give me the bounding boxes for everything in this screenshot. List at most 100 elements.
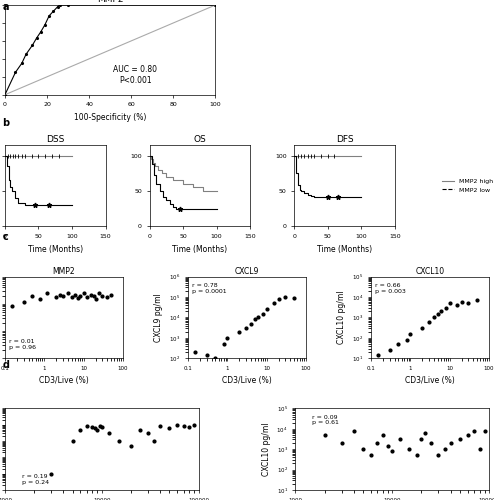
Title: DFS: DFS	[335, 135, 353, 144]
Point	[421, 430, 429, 438]
Point	[223, 334, 231, 342]
Point	[384, 442, 392, 450]
Text: r = 0.78
p = 0.0001: r = 0.78 p = 0.0001	[193, 283, 227, 294]
Point	[407, 330, 414, 338]
Point	[56, 290, 64, 298]
Point	[136, 426, 144, 434]
Y-axis label: CXCL10 pg/ml: CXCL10 pg/ml	[262, 422, 271, 476]
Point	[263, 306, 271, 314]
Point	[470, 427, 478, 435]
X-axis label: Time (Months): Time (Months)	[172, 244, 227, 254]
Point	[80, 289, 87, 297]
Text: r = 0.66
p = 0.003: r = 0.66 p = 0.003	[375, 283, 407, 294]
Point	[91, 424, 99, 432]
Point	[481, 427, 489, 435]
Point	[83, 293, 91, 301]
Point	[476, 445, 484, 453]
Title: OS: OS	[194, 135, 206, 144]
Title: MMP2: MMP2	[53, 267, 75, 276]
Point	[437, 308, 445, 316]
Point	[191, 348, 199, 356]
Point	[165, 424, 173, 432]
Point	[435, 452, 443, 460]
Point	[430, 314, 438, 322]
Point	[290, 294, 298, 302]
Point	[418, 324, 426, 332]
Point	[251, 316, 259, 324]
X-axis label: 100-Specificity (%): 100-Specificity (%)	[74, 113, 146, 122]
Point	[350, 427, 358, 435]
Point	[91, 295, 99, 303]
Point	[69, 437, 77, 445]
Point	[93, 426, 101, 434]
Point	[379, 431, 387, 439]
X-axis label: CD3/Live (%): CD3/Live (%)	[39, 376, 89, 386]
Point	[259, 310, 267, 318]
Point	[338, 439, 346, 447]
X-axis label: CD3/Live (%): CD3/Live (%)	[405, 376, 455, 386]
Point	[464, 299, 472, 307]
Point	[282, 293, 289, 301]
Text: AUC = 0.80
P<0.001: AUC = 0.80 P<0.001	[114, 66, 158, 84]
Point	[321, 431, 329, 439]
Point	[388, 447, 396, 455]
Point	[211, 354, 219, 362]
Point	[473, 296, 481, 304]
Title: CXCL10: CXCL10	[415, 267, 445, 276]
Point	[247, 320, 255, 328]
Point	[180, 422, 188, 430]
Text: c: c	[2, 232, 8, 242]
Point	[275, 295, 283, 303]
Point	[434, 310, 442, 318]
Point	[71, 290, 79, 298]
Point	[413, 452, 421, 460]
Point	[446, 299, 453, 307]
Point	[447, 439, 454, 447]
Point	[106, 430, 114, 438]
Text: r = 0.09
p = 0.61: r = 0.09 p = 0.61	[313, 414, 339, 426]
Legend: MMP2 high, MMP2 low: MMP2 high, MMP2 low	[442, 179, 494, 192]
Point	[457, 298, 465, 306]
Point	[43, 289, 51, 297]
Point	[395, 340, 403, 348]
Title: MMP2: MMP2	[97, 0, 124, 4]
Point	[86, 290, 94, 298]
Point	[96, 422, 104, 430]
Point	[464, 431, 472, 439]
Point	[453, 301, 460, 309]
Title: CXCL9: CXCL9	[235, 267, 259, 276]
Title: DSS: DSS	[46, 135, 64, 144]
Text: r = 0.01
p = 0.96: r = 0.01 p = 0.96	[9, 340, 37, 350]
Point	[235, 328, 243, 336]
Point	[77, 426, 84, 434]
Point	[98, 424, 106, 432]
Point	[68, 293, 76, 301]
Point	[29, 292, 37, 300]
Point	[64, 289, 72, 297]
Point	[83, 422, 91, 430]
Text: r = 0.19
p = 0.24: r = 0.19 p = 0.24	[22, 474, 49, 485]
Point	[373, 439, 381, 447]
Point	[219, 340, 227, 348]
Point	[156, 422, 164, 430]
Point	[396, 436, 404, 444]
X-axis label: Time (Months): Time (Months)	[317, 244, 372, 254]
Point	[88, 424, 96, 432]
Point	[185, 424, 193, 432]
Point	[144, 430, 152, 438]
Point	[59, 292, 67, 300]
Point	[406, 445, 413, 453]
Point	[417, 436, 425, 444]
Point	[103, 293, 111, 301]
Point	[173, 422, 181, 430]
Point	[441, 445, 449, 453]
Point	[95, 289, 103, 297]
Point	[442, 304, 450, 312]
Point	[107, 290, 115, 298]
Point	[52, 293, 60, 301]
Point	[76, 292, 84, 300]
Point	[74, 294, 82, 302]
Point	[203, 350, 211, 358]
Point	[254, 314, 262, 322]
Point	[456, 436, 464, 444]
